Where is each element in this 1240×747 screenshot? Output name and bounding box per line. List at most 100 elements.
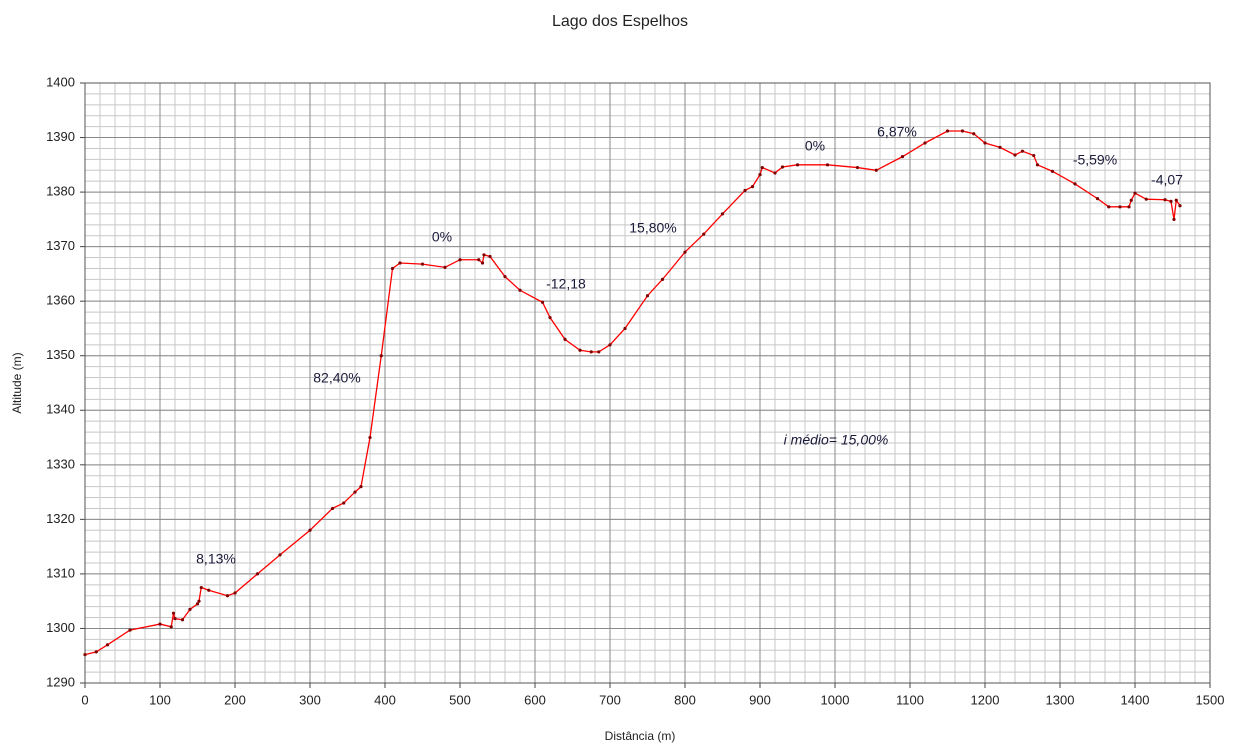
point xyxy=(589,350,593,354)
point xyxy=(1050,169,1055,173)
point xyxy=(477,258,481,262)
annotation: 0% xyxy=(805,138,825,154)
x-tick-label: 0 xyxy=(81,692,88,707)
x-tick-label: 700 xyxy=(599,692,621,707)
point xyxy=(158,622,162,626)
point xyxy=(195,602,200,606)
point xyxy=(342,501,346,505)
y-tick-label: 1380 xyxy=(46,184,75,199)
point xyxy=(278,553,282,557)
annotation: -12,18 xyxy=(546,276,586,292)
y-tick-label: 1350 xyxy=(46,347,75,362)
y-tick-label: 1340 xyxy=(46,402,75,417)
point xyxy=(458,258,462,262)
point xyxy=(330,506,335,511)
point xyxy=(540,300,545,304)
point xyxy=(379,354,383,358)
y-tick-label: 1300 xyxy=(46,620,75,635)
y-tick-label: 1370 xyxy=(46,238,75,253)
point xyxy=(368,435,372,440)
x-tick-label: 800 xyxy=(674,692,696,707)
point xyxy=(83,653,87,657)
point xyxy=(743,188,747,193)
x-tick-label: 1100 xyxy=(896,692,924,707)
chart-title: Lago dos Espelhos xyxy=(552,13,688,30)
point xyxy=(128,628,132,632)
y-tick-label: 1330 xyxy=(46,456,75,471)
y-axis-label: Altitude (m) xyxy=(10,352,24,413)
point xyxy=(1172,217,1176,221)
point xyxy=(1174,198,1178,202)
point xyxy=(1133,191,1137,195)
point xyxy=(225,594,230,598)
point xyxy=(390,266,395,271)
point xyxy=(308,528,312,532)
annotation: 8,13% xyxy=(196,551,236,567)
point xyxy=(353,490,357,494)
y-tick-label: 1320 xyxy=(46,511,75,526)
point xyxy=(1095,197,1100,201)
point xyxy=(683,250,687,254)
point xyxy=(825,163,830,167)
y-tick-label: 1390 xyxy=(46,129,75,144)
point xyxy=(608,343,612,347)
point xyxy=(171,611,176,615)
x-axis-label: Distância (m) xyxy=(605,729,676,743)
point xyxy=(197,599,201,603)
point xyxy=(900,155,905,159)
point xyxy=(1144,197,1148,201)
point xyxy=(173,617,177,621)
x-tick-label: 1500 xyxy=(1196,692,1225,707)
x-tick-label: 1300 xyxy=(1046,692,1075,707)
point xyxy=(874,168,878,172)
x-tick-label: 1000 xyxy=(821,692,850,707)
point xyxy=(169,625,173,629)
annotation: 6,87% xyxy=(877,124,917,140)
point xyxy=(518,288,522,292)
point xyxy=(972,132,976,136)
plot-border xyxy=(84,82,1211,684)
point xyxy=(1020,149,1025,153)
point xyxy=(563,337,567,341)
point xyxy=(180,618,185,622)
point xyxy=(482,253,486,257)
point xyxy=(795,163,800,167)
y-tick-label: 1290 xyxy=(46,674,75,689)
x-tick-label: 200 xyxy=(224,692,246,707)
point xyxy=(548,315,552,320)
annotation: i médio= 15,00% xyxy=(784,432,889,448)
point xyxy=(1118,205,1122,209)
point xyxy=(1178,204,1182,208)
point xyxy=(1129,198,1133,202)
annotation: 15,80% xyxy=(629,220,676,236)
point xyxy=(597,350,601,354)
point xyxy=(1035,163,1040,167)
point xyxy=(94,650,98,654)
point xyxy=(1073,182,1077,186)
point xyxy=(199,585,203,590)
point xyxy=(1013,153,1017,157)
point xyxy=(398,261,402,265)
x-tick-label: 600 xyxy=(524,692,546,707)
point xyxy=(207,588,211,592)
point xyxy=(660,277,665,281)
x-tick-label: 900 xyxy=(749,692,771,707)
point xyxy=(1127,205,1131,209)
point xyxy=(1163,198,1167,202)
annotation: 0% xyxy=(432,229,452,245)
point xyxy=(1107,205,1111,209)
point xyxy=(758,173,762,177)
x-tick-label: 500 xyxy=(449,692,471,707)
y-tick-label: 1360 xyxy=(46,293,75,308)
point xyxy=(443,265,447,269)
line xyxy=(84,130,1181,656)
point xyxy=(720,212,725,216)
y-tick-label: 1400 xyxy=(46,74,75,89)
point xyxy=(780,165,785,169)
point xyxy=(1032,153,1036,158)
point xyxy=(760,165,764,170)
point xyxy=(923,141,927,145)
point xyxy=(623,326,627,331)
x-tick-label: 1200 xyxy=(971,692,1000,707)
